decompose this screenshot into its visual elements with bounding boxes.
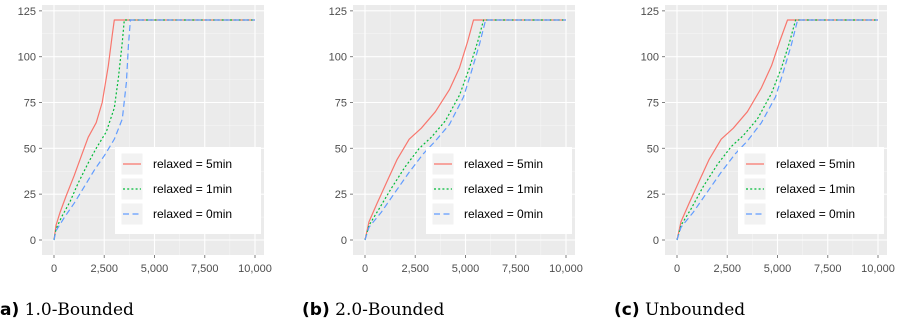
y-tick-label: 75: [24, 98, 36, 110]
panel-c: 0 2,500 5,000 7,500 10,000 0 25 50 75 100 125 relax…: [641, 5, 895, 275]
y-tick-label: 0: [341, 235, 347, 247]
caption-b: (b) 2.0-Bounded: [302, 300, 444, 320]
y-tick-label: 25: [647, 189, 659, 201]
caption-a-tag: a): [0, 300, 20, 320]
x-tick-label: 2,500: [401, 263, 429, 275]
legend: relaxed = 5min relaxed = 1min relaxed = 0m…: [738, 147, 884, 234]
y-tick-label: 75: [647, 98, 659, 110]
legend-label: relaxed = 1min: [153, 182, 232, 196]
legend-label: relaxed = 5min: [464, 157, 543, 171]
legend: relaxed = 5min relaxed = 1min relaxed = 0m…: [426, 147, 572, 234]
legend-key-background: [743, 202, 767, 226]
series-line-0min: [364, 19, 566, 241]
y-tick-label: 0: [30, 235, 36, 247]
x-tick-label: 7,500: [191, 263, 219, 275]
x-tick-label: 7,500: [502, 263, 530, 275]
panel-a: 0 2,500 5,000 7,500 10,000 0 25 50 75 100 125 relax…: [18, 5, 272, 275]
y-tick-label: 100: [18, 52, 36, 64]
y-tick-label: 25: [335, 189, 347, 201]
series-line-5min: [364, 19, 566, 241]
caption-b-tag: (b): [302, 300, 330, 320]
x-tick-label: 5,000: [764, 263, 792, 275]
legend-label: relaxed = 0min: [776, 207, 855, 221]
series-line-5min: [676, 19, 878, 241]
series-line-1min: [53, 19, 255, 241]
panel-b: 0 2,500 5,000 7,500 10,000 0 25 50 75 100 125 relax…: [329, 5, 583, 275]
series-line-0min: [676, 19, 878, 241]
series-line-0min: [53, 19, 255, 241]
legend-label: relaxed = 0min: [153, 207, 232, 221]
caption-c-tag: (c): [614, 300, 640, 320]
y-tick-label: 25: [24, 189, 36, 201]
x-tick-label: 7,500: [814, 263, 842, 275]
legend-key-background: [431, 202, 455, 226]
legend-label: relaxed = 1min: [464, 182, 543, 196]
legend-label: relaxed = 1min: [776, 182, 855, 196]
y-tick-label: 100: [641, 52, 659, 64]
x-tick-label: 5,000: [452, 263, 480, 275]
legend-label: relaxed = 0min: [464, 207, 543, 221]
x-tick-label: 0: [51, 263, 57, 275]
x-tick-label: 10,000: [549, 263, 583, 275]
caption-b-text: 2.0-Bounded: [335, 300, 445, 320]
x-tick-label: 5,000: [141, 263, 169, 275]
y-tick-label: 50: [24, 143, 36, 155]
y-tick-label: 0: [653, 235, 659, 247]
y-tick-label: 100: [329, 52, 347, 64]
x-tick-label: 0: [362, 263, 368, 275]
y-tick-label: 50: [335, 143, 347, 155]
y-tick-label: 125: [641, 6, 659, 18]
x-tick-label: 10,000: [238, 263, 272, 275]
series-line-1min: [676, 19, 878, 241]
caption-a-text: 1.0-Bounded: [24, 300, 134, 320]
x-tick-label: 10,000: [861, 263, 895, 275]
legend-key-background: [120, 202, 144, 226]
caption-c: (c) Unbounded: [614, 300, 745, 320]
legend-label: relaxed = 5min: [153, 157, 232, 171]
x-tick-label: 0: [674, 263, 680, 275]
x-tick-label: 2,500: [713, 263, 741, 275]
caption-c-text: Unbounded: [645, 300, 746, 320]
y-tick-label: 125: [18, 6, 36, 18]
series-line-5min: [53, 19, 255, 241]
caption-a: a) 1.0-Bounded: [0, 300, 134, 320]
y-tick-label: 75: [335, 98, 347, 110]
legend: relaxed = 5min relaxed = 1min relaxed = 0m…: [115, 147, 261, 234]
y-tick-label: 125: [329, 6, 347, 18]
y-tick-label: 50: [647, 143, 659, 155]
x-tick-label: 2,500: [90, 263, 118, 275]
legend-label: relaxed = 5min: [776, 157, 855, 171]
series-line-1min: [364, 19, 566, 241]
